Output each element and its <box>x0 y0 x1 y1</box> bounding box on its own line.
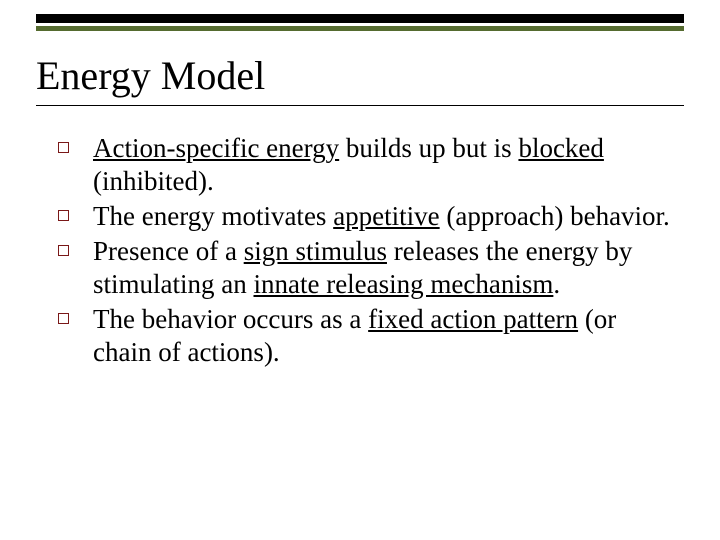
underlined-term: fixed action pattern <box>368 304 578 334</box>
bullet-text: The energy motivates appetitive (approac… <box>93 200 670 233</box>
bullet-item: Action-specific energy builds up but is … <box>58 132 676 198</box>
underlined-term: Action-specific energy <box>93 133 339 163</box>
bullet-marker-icon <box>58 142 69 153</box>
text-run: . <box>553 269 560 299</box>
bullet-marker-icon <box>58 313 69 324</box>
underlined-term: appetitive <box>333 201 439 231</box>
decorative-top-bars <box>36 14 684 31</box>
underlined-term: blocked <box>518 133 603 163</box>
bullet-item: The behavior occurs as a fixed action pa… <box>58 303 676 369</box>
bullet-list: Action-specific energy builds up but is … <box>58 132 676 371</box>
text-run: Presence of a <box>93 236 244 266</box>
title-underline <box>36 105 684 106</box>
bullet-item: The energy motivates appetitive (approac… <box>58 200 676 233</box>
bullet-text: Action-specific energy builds up but is … <box>93 132 676 198</box>
top-bar-green <box>36 26 684 31</box>
underlined-term: sign stimulus <box>244 236 387 266</box>
text-run: (approach) behavior. <box>440 201 670 231</box>
bullet-item: Presence of a sign stimulus releases the… <box>58 235 676 301</box>
text-run: The energy motivates <box>93 201 333 231</box>
text-run: builds up but is <box>339 133 518 163</box>
title-area: Energy Model <box>36 52 684 106</box>
text-run: The behavior occurs as a <box>93 304 368 334</box>
bullet-marker-icon <box>58 210 69 221</box>
top-bar-black <box>36 14 684 23</box>
bullet-text: Presence of a sign stimulus releases the… <box>93 235 676 301</box>
bullet-text: The behavior occurs as a fixed action pa… <box>93 303 676 369</box>
underlined-term: innate releasing mechanism <box>253 269 553 299</box>
slide-title: Energy Model <box>36 52 684 105</box>
text-run: (inhibited). <box>93 166 214 196</box>
bullet-marker-icon <box>58 245 69 256</box>
